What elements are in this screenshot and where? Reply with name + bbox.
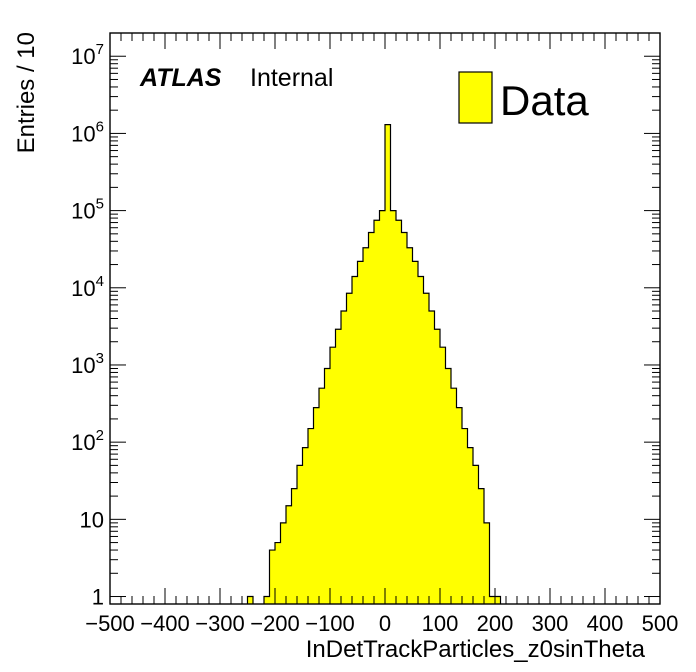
histogram-bin-28: [412, 261, 418, 604]
x-tick-label: 300: [532, 611, 569, 636]
x-tick-label: −300: [195, 611, 245, 636]
histogram-bin-37: [462, 428, 468, 604]
histogram-bin-22: [379, 210, 385, 605]
histogram-bin-13: [330, 347, 336, 604]
histogram-bin-16: [346, 293, 352, 604]
x-tick-label: 0: [379, 611, 391, 636]
histogram-bin-42: [489, 596, 495, 604]
y-tick-labels: 1 10 102 103 104 105 106 107: [71, 41, 104, 609]
histogram-bin-8: [302, 447, 308, 604]
histogram-bin-4: [280, 522, 286, 604]
histogram-bin-41: [484, 522, 490, 604]
x-tick-label: −100: [305, 611, 355, 636]
y-tick-label: 1: [92, 585, 104, 610]
histogram-bin-20: [368, 232, 374, 604]
x-tick-label: 500: [642, 611, 679, 636]
histogram-bin-11: [319, 388, 325, 604]
histogram-bin-23: [385, 124, 391, 604]
histogram-bin-1: [264, 596, 270, 604]
histogram-bin-31: [429, 311, 435, 604]
x-axis-title: InDetTrackParticles_z0sinTheta: [306, 636, 646, 663]
histogram-bin-32: [434, 329, 440, 604]
y-tick-label: 104: [71, 273, 104, 301]
histogram-bin-2: [269, 550, 275, 604]
x-tick-label: −200: [250, 611, 300, 636]
y-tick-label: 102: [71, 427, 104, 455]
histogram-bin-38: [467, 447, 473, 604]
histogram-bin-35: [451, 388, 457, 604]
histogram-bin-7: [297, 465, 303, 604]
histogram-bin-19: [363, 247, 369, 604]
histogram-bin-6: [291, 488, 297, 604]
histogram-bin-30: [423, 293, 429, 604]
histogram-bin-26: [401, 232, 407, 604]
x-tick-label: 100: [422, 611, 459, 636]
histogram-bin-34: [445, 368, 451, 604]
axis-ticks: [109, 32, 661, 604]
histogram-bin-27: [407, 247, 413, 604]
legend-label: Data: [500, 77, 589, 124]
legend: Data: [458, 71, 589, 124]
histogram-bin-40: [478, 488, 484, 604]
y-tick-label: 10: [80, 507, 104, 532]
histogram-bin-14: [335, 329, 341, 604]
histogram-bin-39: [473, 465, 479, 604]
x-tick-label: −500: [85, 611, 135, 636]
histogram-bin-43: [495, 596, 501, 604]
y-tick-label: 103: [71, 350, 104, 378]
histogram-bin-0: [247, 596, 253, 604]
legend-swatch: [458, 71, 493, 124]
histogram-bin-36: [456, 407, 462, 604]
x-tick-label: 200: [477, 611, 514, 636]
x-tick-labels: −500 −400 −300 −200 −100 0 100 200 300 400 500: [85, 611, 678, 636]
histogram-bin-29: [418, 276, 424, 604]
y-tick-label: 106: [71, 118, 104, 146]
histogram-bin-5: [286, 505, 292, 604]
histogram-bin-12: [324, 368, 330, 604]
histogram-bin-18: [357, 261, 363, 604]
atlas-label: ATLAS: [139, 64, 222, 92]
histogram-bars: [247, 124, 501, 605]
histogram-bin-33: [440, 347, 446, 604]
histogram-bin-3: [275, 542, 281, 604]
atlas-status-label: Internal: [250, 64, 333, 92]
x-tick-label: −400: [140, 611, 190, 636]
y-axis-title: Entries / 10: [13, 32, 40, 153]
histogram-bin-9: [308, 428, 314, 604]
histogram-bin-10: [313, 407, 319, 604]
histogram-bin-15: [341, 311, 347, 604]
histogram-bin-25: [396, 220, 402, 604]
x-tick-label: 400: [587, 611, 624, 636]
y-tick-label: 107: [71, 41, 104, 69]
histogram-bin-21: [374, 220, 380, 604]
histogram-bin-24: [390, 210, 396, 605]
y-tick-label: 105: [71, 196, 104, 224]
histogram-bin-17: [352, 276, 358, 604]
